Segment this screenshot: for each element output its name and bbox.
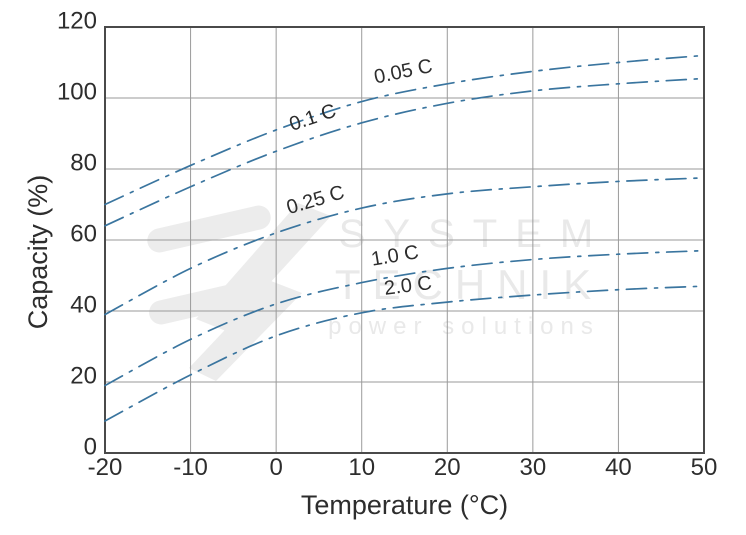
y-tick-label: 100 [57,79,97,106]
series-curve-0.1C [104,77,705,227]
x-tick-label: 10 [348,454,375,481]
watermark-logo-icon [147,205,271,253]
plot-border [104,26,705,454]
series-curve-2.0C [104,285,705,422]
x-tick-label: 20 [434,454,461,481]
series-label-1.0C: 1.0 C [370,241,421,271]
series-label-2.0C: 2.0 C [383,272,433,300]
x-axis-title: Temperature (°C) [300,490,509,520]
y-axis-title: Capacity (%) [23,174,53,330]
x-tick-label: -20 [88,454,123,481]
y-tick-label: 120 [57,8,97,35]
y-tick-label: 40 [70,292,97,319]
y-tick-label: 0 [84,434,97,461]
x-tick-label: 0 [269,454,282,481]
y-tick-label: 60 [70,221,97,248]
x-tick-label: 40 [605,454,632,481]
watermark-tagline: power solutions [328,313,600,340]
series-curve-0.05C [104,54,705,206]
series-label-0.1C: 0.1 C [287,100,339,136]
y-tick-label: 20 [70,363,97,390]
x-tick-label: 50 [691,454,718,481]
series-curve-1.0C [104,249,705,387]
watermark-logo-icon [149,281,255,325]
series-label-0.05C: 0.05 C [372,55,434,88]
watermark-brand-line1: SYSTEM [338,212,612,256]
x-tick-label: 30 [520,454,547,481]
x-tick-label: -10 [173,454,208,481]
watermark-logo-icon [189,281,302,381]
y-tick-label: 80 [70,150,97,177]
series-curve-0.25C [104,177,705,316]
